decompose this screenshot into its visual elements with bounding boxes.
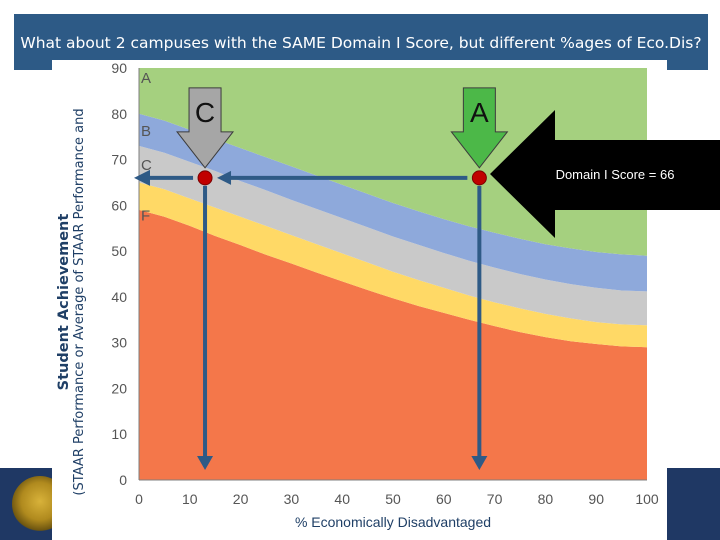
drop-arrowhead-a xyxy=(471,456,488,470)
marker-a xyxy=(471,170,487,186)
y-tick-label: 60 xyxy=(111,197,127,213)
y-tick-label: 80 xyxy=(111,106,127,122)
x-axis-label: % Economically Disadvantaged xyxy=(295,514,491,530)
y-tick-label: 70 xyxy=(111,152,127,168)
y-tick-label: 20 xyxy=(111,380,127,396)
x-tick-label: 100 xyxy=(635,491,659,507)
band-c xyxy=(139,145,647,326)
drop-arrowhead-c xyxy=(197,456,214,470)
x-tick-label: 30 xyxy=(284,491,300,507)
campus-a-arrow-label: A xyxy=(470,97,489,128)
x-tick-label: 50 xyxy=(385,491,401,507)
marker-c xyxy=(197,170,213,186)
axes xyxy=(138,68,647,481)
x-tick-label: 10 xyxy=(182,491,198,507)
y-tick-label: 40 xyxy=(111,289,127,305)
y-tick-label: 0 xyxy=(119,472,127,488)
tick-labels: 0 10 20 30 40 50 60 70 80 90 0 10 20 30 40 50 60 70 80 90 10… xyxy=(111,60,658,507)
callout-arrow xyxy=(490,110,720,238)
y-tick-label: 10 xyxy=(111,426,127,442)
x-tick-label: 20 xyxy=(233,491,249,507)
grade-letters: F CB A xyxy=(141,70,152,224)
x-tick-label: 80 xyxy=(538,491,554,507)
arrowhead-c-to-axis xyxy=(134,169,150,186)
campus-a-arrow xyxy=(450,87,509,169)
grade-letter-f: F xyxy=(141,207,150,224)
x-tick-label: 40 xyxy=(334,491,350,507)
grade-letter-a: A xyxy=(141,70,151,87)
y-tick-label: 50 xyxy=(111,243,127,259)
y-axis-title-sub: (STAAR Performance or Average of STAAR P… xyxy=(72,108,87,496)
y-tick-label: 30 xyxy=(111,335,127,351)
arrowhead-a-to-c xyxy=(217,170,232,185)
callout-text: Domain I Score = 66 xyxy=(556,167,675,182)
grade-letter-b: B xyxy=(141,123,151,140)
grade-bands xyxy=(139,68,647,480)
y-axis-title-main: Student Achievement xyxy=(56,213,72,391)
x-tick-label: 70 xyxy=(487,491,503,507)
slide-title: What about 2 campuses with the SAME Doma… xyxy=(20,34,702,52)
band-d xyxy=(139,182,647,348)
band-f xyxy=(139,209,647,480)
annotations: C A Domain I Score = 66 xyxy=(134,87,720,470)
x-tick-label: 90 xyxy=(588,491,604,507)
x-tick-label: 0 xyxy=(135,491,143,507)
x-tick-label: 60 xyxy=(436,491,452,507)
band-b xyxy=(139,113,647,292)
y-axis-title: Student Achievement (STAAR Performance o… xyxy=(56,108,88,495)
campus-c-arrow-label: C xyxy=(195,97,215,128)
grade-letter-c: C xyxy=(141,157,152,174)
band-a xyxy=(139,68,647,256)
campus-c-arrow xyxy=(176,87,235,169)
y-tick-label: 90 xyxy=(111,60,127,76)
